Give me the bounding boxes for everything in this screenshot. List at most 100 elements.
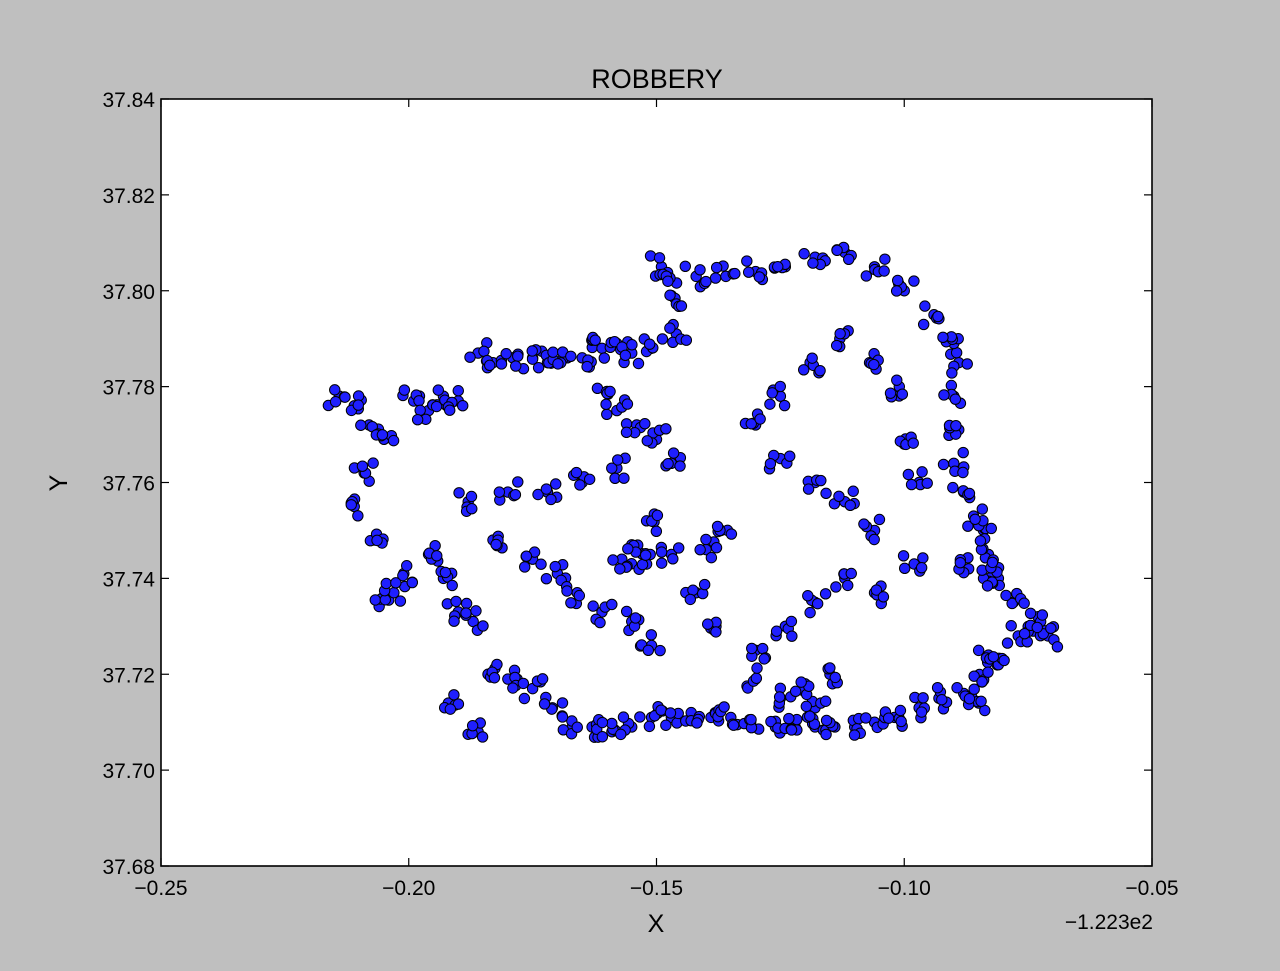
data-point [430, 400, 443, 413]
data-point [830, 339, 843, 352]
data-point [915, 706, 928, 718]
data-point [520, 550, 533, 562]
data-point [431, 550, 443, 562]
data-point [868, 358, 880, 371]
data-point [820, 728, 832, 741]
data-point [976, 676, 988, 688]
data-point [606, 717, 618, 730]
data-point [476, 731, 489, 743]
data-point [800, 700, 813, 713]
data-point [765, 715, 777, 728]
data-point [1018, 597, 1030, 609]
data-point [552, 358, 564, 370]
data-point [932, 310, 944, 323]
data-point [694, 544, 706, 556]
data-point [549, 560, 561, 573]
data-point [446, 579, 458, 592]
data-point [509, 489, 522, 501]
data-point [645, 629, 658, 641]
y-tick-label: 37.72 [102, 664, 155, 687]
data-point [802, 590, 814, 602]
data-point [444, 703, 457, 715]
data-point [709, 272, 722, 284]
x-axis-offset-label: −1.223e2 [1065, 911, 1153, 934]
data-point [845, 567, 857, 580]
data-point [986, 556, 999, 569]
data-point [898, 562, 911, 575]
data-point [632, 357, 645, 370]
data-point [550, 478, 562, 490]
y-tick-label: 37.76 [102, 473, 155, 496]
data-point [947, 481, 959, 494]
data-point [532, 361, 545, 374]
data-point [705, 551, 718, 564]
plot-area [161, 99, 1152, 866]
data-point [414, 404, 426, 417]
points-layer [322, 241, 1064, 743]
data-point [680, 334, 693, 346]
data-point [477, 620, 489, 632]
data-point [773, 691, 786, 703]
data-point [570, 466, 583, 479]
data-point [460, 597, 473, 610]
data-point [684, 593, 697, 606]
data-point [987, 651, 1000, 663]
data-point [660, 719, 672, 731]
data-point [556, 697, 569, 709]
data-point [968, 683, 980, 695]
data-point [891, 374, 903, 386]
data-point [329, 384, 341, 396]
y-tick-label: 37.74 [102, 568, 155, 591]
data-point [376, 429, 389, 441]
data-point [946, 367, 958, 379]
data-point [710, 626, 722, 638]
data-point [352, 510, 364, 522]
x-tick-label: −0.25 [134, 877, 187, 900]
data-point [879, 253, 891, 265]
data-point [811, 597, 824, 610]
data-point [654, 644, 666, 657]
data-point [745, 418, 757, 430]
data-point [908, 275, 920, 287]
data-point [512, 476, 524, 488]
y-tick-label: 37.70 [102, 760, 155, 783]
x-axis-label: X [648, 910, 665, 938]
data-point [448, 689, 460, 701]
data-point [919, 300, 931, 312]
data-point [976, 503, 988, 515]
data-point [493, 486, 506, 498]
data-point [937, 458, 950, 471]
data-point [891, 274, 904, 287]
data-point [710, 261, 723, 274]
data-point [439, 566, 452, 579]
data-point [951, 682, 963, 694]
data-point [742, 266, 755, 278]
data-point [949, 393, 962, 405]
data-point [727, 719, 740, 731]
data-point [907, 437, 919, 449]
data-point [843, 253, 855, 265]
data-point [1031, 621, 1043, 634]
data-point [962, 520, 974, 532]
data-point [413, 395, 425, 407]
data-point [894, 704, 907, 717]
data-point [660, 423, 672, 435]
data-point [1006, 597, 1018, 610]
data-point [598, 352, 611, 364]
data-point [606, 462, 618, 474]
data-point [596, 716, 609, 729]
data-point [1000, 589, 1012, 602]
data-point [963, 487, 976, 500]
data-point [674, 460, 686, 472]
data-point [656, 333, 669, 345]
data-point [774, 380, 786, 393]
x-tick-label: −0.20 [382, 877, 435, 900]
data-point [512, 350, 524, 362]
data-point [751, 662, 763, 674]
x-tick-label: −0.15 [630, 877, 683, 900]
data-point [643, 720, 656, 733]
data-point [519, 561, 531, 573]
data-point [974, 535, 987, 547]
data-point [860, 270, 873, 282]
